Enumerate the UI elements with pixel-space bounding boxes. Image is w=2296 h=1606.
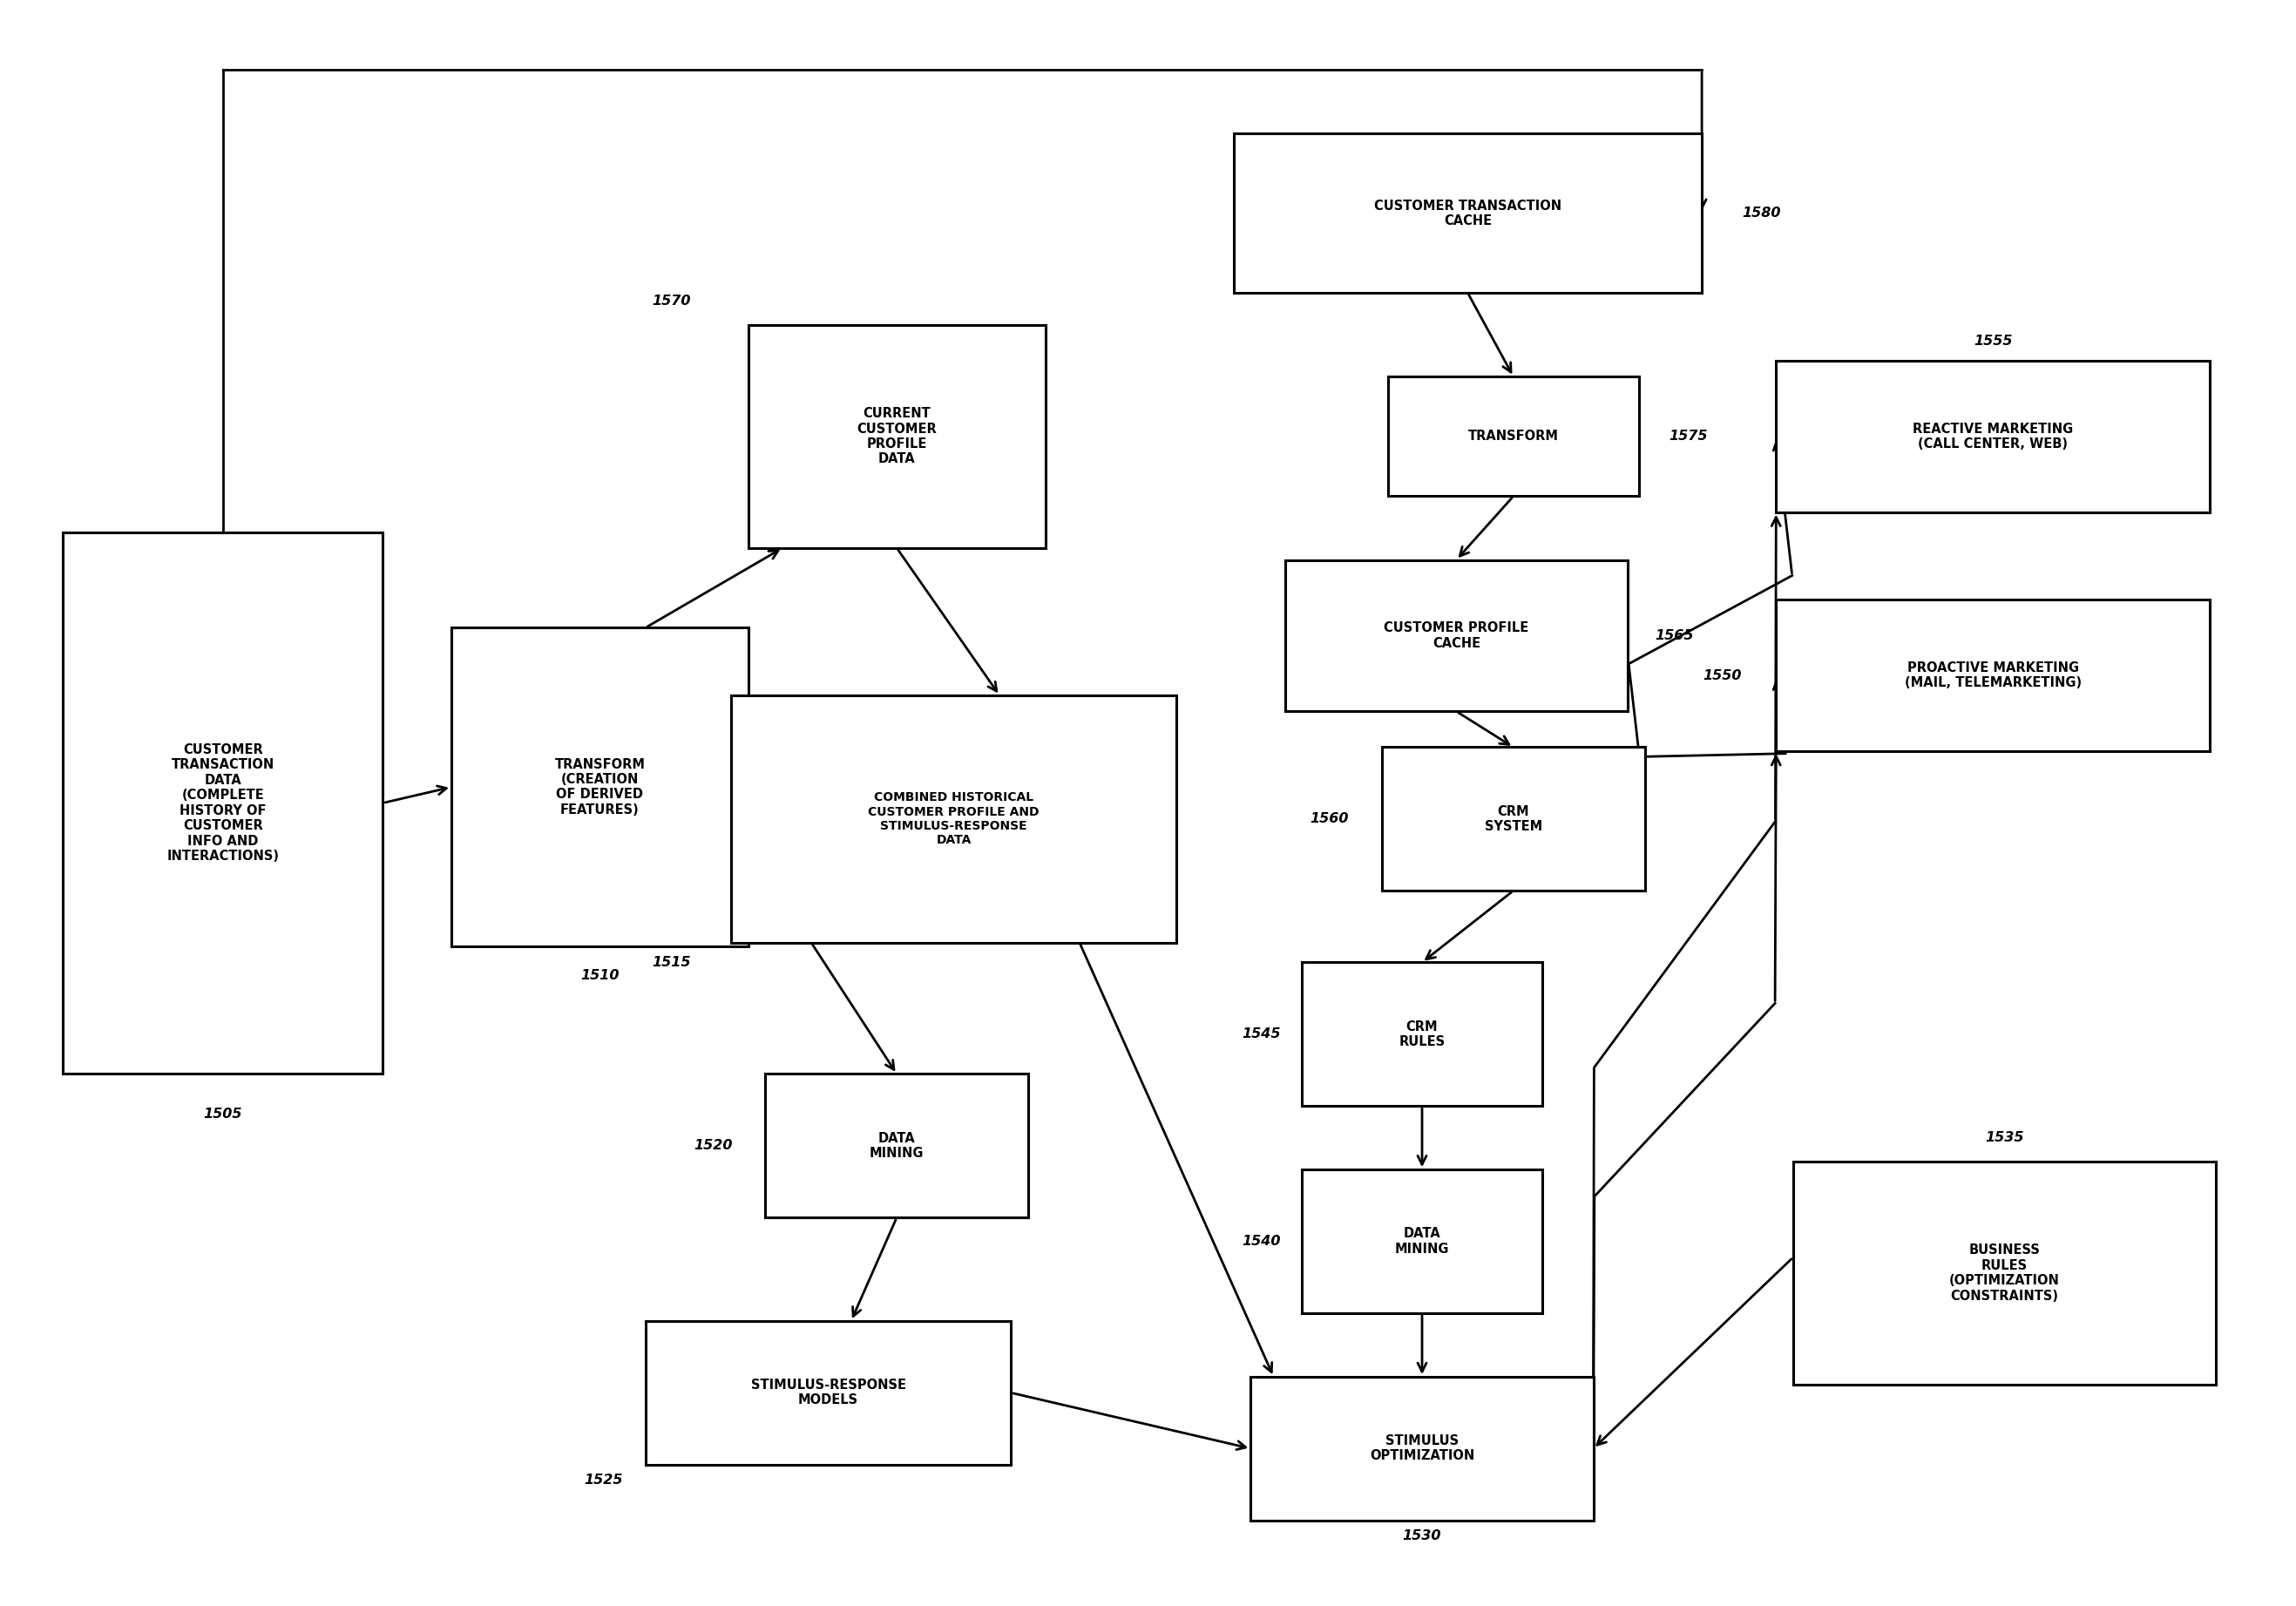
Text: CURRENT
CUSTOMER
PROFILE
DATA: CURRENT CUSTOMER PROFILE DATA [856, 408, 937, 466]
Text: 1515: 1515 [652, 956, 691, 968]
Text: 1545: 1545 [1242, 1028, 1281, 1041]
Text: DATA
MINING: DATA MINING [870, 1132, 923, 1160]
Text: 1555: 1555 [1975, 334, 2011, 347]
Text: BUSINESS
RULES
(OPTIMIZATION
CONSTRAINTS): BUSINESS RULES (OPTIMIZATION CONSTRAINTS… [1949, 1245, 2060, 1302]
Text: 1560: 1560 [1311, 813, 1350, 825]
Text: PROACTIVE MARKETING
(MAIL, TELEMARKETING): PROACTIVE MARKETING (MAIL, TELEMARKETING… [1906, 662, 2082, 689]
FancyBboxPatch shape [1286, 560, 1628, 711]
FancyBboxPatch shape [1302, 1169, 1543, 1314]
Text: 1510: 1510 [581, 968, 620, 981]
FancyBboxPatch shape [1793, 1161, 2216, 1384]
Text: 1505: 1505 [204, 1107, 243, 1121]
FancyBboxPatch shape [645, 1322, 1010, 1465]
Text: DATA
MINING: DATA MINING [1396, 1227, 1449, 1256]
FancyBboxPatch shape [1387, 377, 1639, 496]
Text: 1570: 1570 [652, 294, 691, 307]
Text: CUSTOMER
TRANSACTION
DATA
(COMPLETE
HISTORY OF
CUSTOMER
INFO AND
INTERACTIONS): CUSTOMER TRANSACTION DATA (COMPLETE HIST… [168, 744, 280, 862]
Text: CUSTOMER TRANSACTION
CACHE: CUSTOMER TRANSACTION CACHE [1373, 199, 1561, 228]
Text: 1580: 1580 [1743, 207, 1782, 220]
FancyBboxPatch shape [1382, 747, 1644, 891]
Text: TRANSFORM: TRANSFORM [1467, 430, 1559, 443]
Text: COMBINED HISTORICAL
CUSTOMER PROFILE AND
STIMULUS-RESPONSE
DATA: COMBINED HISTORICAL CUSTOMER PROFILE AND… [868, 792, 1040, 846]
Text: REACTIVE MARKETING
(CALL CENTER, WEB): REACTIVE MARKETING (CALL CENTER, WEB) [1913, 422, 2073, 451]
Text: STIMULUS-RESPONSE
MODELS: STIMULUS-RESPONSE MODELS [751, 1378, 907, 1407]
Text: 1535: 1535 [1986, 1131, 2023, 1143]
Text: STIMULUS
OPTIMIZATION: STIMULUS OPTIMIZATION [1371, 1434, 1474, 1463]
FancyBboxPatch shape [64, 532, 383, 1074]
Text: CRM
SYSTEM: CRM SYSTEM [1486, 805, 1543, 834]
FancyBboxPatch shape [452, 628, 748, 946]
FancyBboxPatch shape [1302, 962, 1543, 1107]
Text: TRANSFORM
(CREATION
OF DERIVED
FEATURES): TRANSFORM (CREATION OF DERIVED FEATURES) [556, 758, 645, 816]
FancyBboxPatch shape [765, 1074, 1029, 1217]
Text: 1550: 1550 [1704, 670, 1743, 683]
Text: 1565: 1565 [1655, 630, 1694, 642]
FancyBboxPatch shape [1251, 1376, 1593, 1521]
Text: 1540: 1540 [1242, 1235, 1281, 1248]
Text: CUSTOMER PROFILE
CACHE: CUSTOMER PROFILE CACHE [1384, 622, 1529, 650]
Text: 1575: 1575 [1669, 430, 1708, 443]
Text: 1520: 1520 [693, 1139, 732, 1152]
Text: 1525: 1525 [583, 1474, 622, 1487]
Text: CRM
RULES: CRM RULES [1398, 1020, 1444, 1049]
Text: 1530: 1530 [1403, 1529, 1442, 1543]
FancyBboxPatch shape [1777, 361, 2211, 512]
FancyBboxPatch shape [1777, 599, 2211, 752]
FancyBboxPatch shape [748, 324, 1045, 548]
FancyBboxPatch shape [730, 695, 1176, 943]
FancyBboxPatch shape [1233, 133, 1701, 292]
